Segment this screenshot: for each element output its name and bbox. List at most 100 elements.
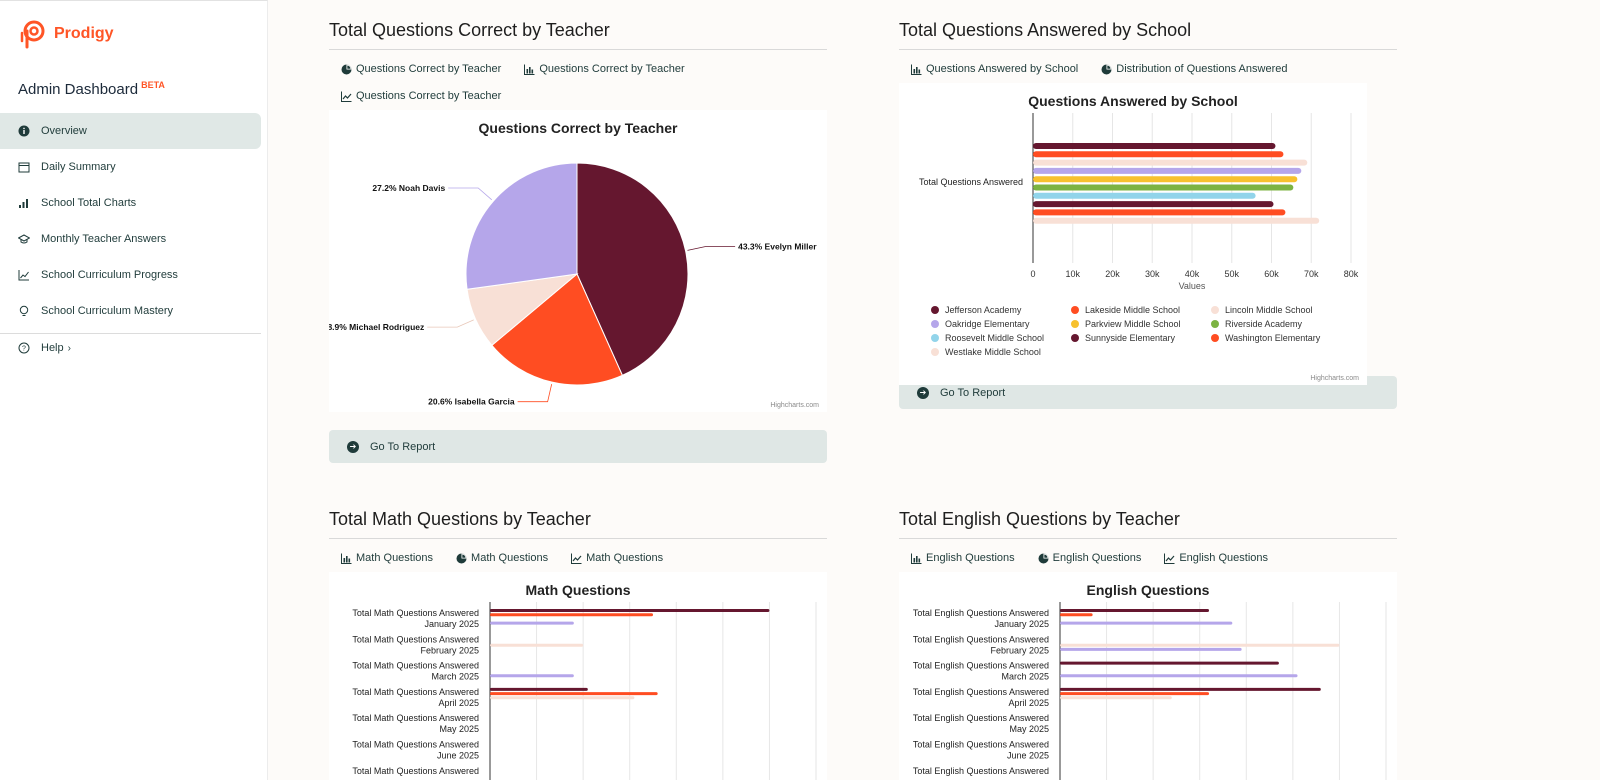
chevron-right-icon: ›: [67, 342, 71, 354]
tab-label: Distribution of Questions Answered: [1116, 63, 1288, 75]
bar: [1060, 696, 1172, 700]
bar: [490, 613, 653, 617]
tab-label: English Questions: [1179, 552, 1269, 564]
y-category-label: Total English Questions Answered: [913, 766, 1049, 776]
bar: [1060, 661, 1279, 665]
bar-chart-icon: [911, 553, 922, 564]
tab-bar[interactable]: Questions Answered by School: [911, 56, 1078, 83]
panel-title: Total Math Questions by Teacher: [329, 505, 827, 539]
math-bar-chart: Math Questions Total Math Questions Answ…: [329, 572, 827, 780]
line-chart-icon: [18, 269, 30, 281]
pie-chart-icon: [1038, 553, 1049, 564]
legend-marker: [931, 320, 939, 328]
bar: [1033, 201, 1274, 208]
bar-chart-icon: [911, 64, 922, 75]
x-axis-title: Values: [1179, 281, 1206, 291]
y-category-label: Total Math Questions Answered: [352, 634, 479, 644]
chart-title: English Questions: [1086, 582, 1210, 598]
help-circle-icon: ?: [18, 342, 30, 354]
pie-data-label: 8.9% Michael Rodriguez: [329, 322, 424, 332]
y-category-label: Total Math Questions Answered: [352, 713, 479, 723]
x-tick-label: 30k: [1145, 269, 1160, 279]
pie-connector: [448, 187, 493, 201]
tab-bar[interactable]: Questions Correct by Teacher: [524, 56, 685, 83]
pie-slice: [491, 273, 624, 386]
pie-chart-icon: [1101, 64, 1112, 75]
tab-pie[interactable]: English Questions: [1038, 545, 1142, 572]
y-category-label: March 2025: [431, 672, 479, 682]
tab-label: Math Questions: [356, 552, 434, 564]
tab-label: Questions Correct by Teacher: [356, 90, 502, 102]
legend-marker: [931, 334, 939, 342]
legend-item: Riverside Academy: [1225, 319, 1303, 329]
y-category-label: Total Math Questions Answered: [352, 740, 479, 750]
sidebar-item-school-curriculum-progress[interactable]: School Curriculum Progress: [0, 257, 261, 293]
legend-item: Oakridge Elementary: [945, 319, 1030, 329]
legend-marker: [1071, 306, 1079, 314]
bar: [1060, 643, 1340, 647]
bar: [1033, 159, 1308, 166]
arrow-right-icon: ➔: [347, 440, 359, 453]
logo[interactable]: Prodigy: [18, 19, 114, 49]
school-bar-chart-svg: 0 10k 20k 30k 40k 50k 60k 70k 80k Values Total Que…: [919, 113, 1359, 357]
go-to-report-label: Go To Report: [940, 386, 1006, 399]
pie-slice: [465, 162, 578, 290]
bar-chart-icon: [524, 64, 535, 75]
chart-credits[interactable]: Highcharts.com: [770, 402, 819, 409]
y-category-label: Total English Questions Answered: [913, 661, 1049, 671]
bar: [490, 621, 574, 625]
tab-line[interactable]: Math Questions: [571, 545, 663, 572]
go-to-report-label: Go To Report: [370, 440, 436, 453]
bar: [1060, 621, 1233, 625]
y-category-label: March 2025: [1001, 672, 1049, 682]
help-menu[interactable]: ? Help ›: [18, 342, 71, 354]
pie-connector: [687, 246, 736, 251]
sidebar-nav: Overview Daily Summary School Total Char…: [0, 113, 261, 329]
chart-credits[interactable]: Highcharts.com: [1310, 375, 1359, 382]
y-category-label: Total English Questions Answered: [913, 713, 1049, 723]
y-category-label: Total English Questions Answered: [913, 740, 1049, 750]
panel-title: Total Questions Answered by School: [899, 16, 1397, 50]
pie-data-label: 43.3% Evelyn Miller: [738, 242, 817, 252]
x-tick-label: 70k: [1304, 269, 1319, 279]
bar-chart-icon: [18, 197, 30, 209]
bar: [1033, 184, 1294, 191]
tab-line[interactable]: English Questions: [1164, 545, 1268, 572]
sidebar-item-label: School Curriculum Mastery: [41, 305, 174, 317]
sidebar-item-label: Daily Summary: [41, 161, 116, 173]
y-category-label: April 2025: [438, 698, 479, 708]
sidebar: Prodigy Admin Dashboard BETA Overview Dai…: [0, 0, 268, 780]
graduation-cap-icon: [18, 233, 30, 245]
svg-text:?: ?: [22, 346, 26, 353]
y-category-label: February 2025: [990, 645, 1049, 655]
tab-pie[interactable]: Questions Correct by Teacher: [341, 56, 501, 83]
sidebar-item-daily-summary[interactable]: Daily Summary: [0, 149, 261, 185]
tab-line[interactable]: Questions Correct by Teacher: [341, 83, 501, 110]
go-to-report-button[interactable]: ➔ Go To Report: [329, 430, 827, 463]
tab-pie[interactable]: Math Questions: [456, 545, 548, 572]
pie-chart-icon: [341, 64, 352, 75]
pie-data-label: 20.6% Isabella Garcia: [428, 397, 515, 407]
legend-marker: [1211, 306, 1219, 314]
legend-item: Jefferson Academy: [945, 305, 1022, 315]
bar: [1033, 217, 1320, 224]
tab-pie[interactable]: Distribution of Questions Answered: [1101, 56, 1287, 83]
tab-bar[interactable]: English Questions: [911, 545, 1015, 572]
bar: [1060, 647, 1242, 651]
sidebar-item-label: Overview: [41, 125, 87, 137]
sidebar-item-school-curriculum-mastery[interactable]: School Curriculum Mastery: [0, 293, 261, 329]
legend-marker: [1211, 334, 1219, 342]
sidebar-item-monthly-teacher-answers[interactable]: Monthly Teacher Answers: [0, 221, 261, 257]
line-chart-icon: [341, 91, 352, 102]
tab-bar[interactable]: Math Questions: [341, 545, 433, 572]
sidebar-item-school-total-charts[interactable]: School Total Charts: [0, 185, 261, 221]
tab-label: English Questions: [1052, 552, 1142, 564]
sidebar-item-overview[interactable]: Overview: [0, 113, 261, 149]
sidebar-item-label: School Curriculum Progress: [41, 269, 178, 281]
english-bar-chart: English Questions Total English Question…: [899, 572, 1397, 780]
legend-marker: [1071, 334, 1079, 342]
bar: [1060, 609, 1210, 612]
panel-title: Total Questions Correct by Teacher: [329, 16, 827, 50]
y-category-label: May 2025: [439, 724, 479, 734]
